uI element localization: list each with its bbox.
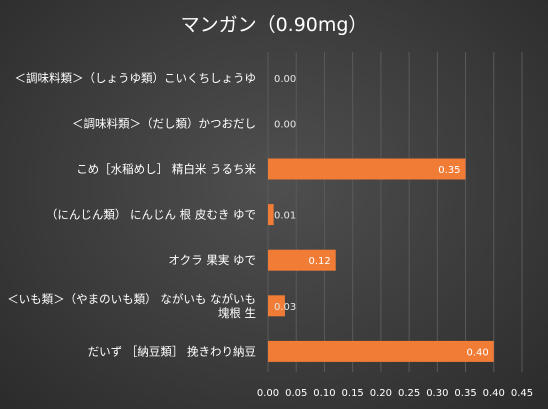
x-tick-label: 0.15	[342, 388, 364, 399]
x-tick-label: 0.20	[370, 388, 392, 399]
data-label: 0.00	[274, 119, 296, 130]
data-label: 0.03	[274, 302, 296, 313]
bar	[268, 158, 466, 180]
bar	[268, 204, 274, 226]
x-tick-label: 0.00	[257, 388, 279, 399]
x-tick-label: 0.40	[483, 388, 505, 399]
bars: 0.00 0.00 0.35 0.01 0.12 0.03 0.40	[268, 74, 494, 362]
x-tick-label: 0.10	[313, 388, 335, 399]
data-label: 0.00	[274, 74, 296, 85]
bar	[268, 340, 494, 362]
data-label: 0.35	[438, 165, 460, 176]
x-tick-label: 0.25	[398, 388, 420, 399]
category-labels: ＜調味料類＞（しょうゆ類）こいくちしょうゆ ＜調味料類＞（だし類）かつおだしこめ［…	[7, 71, 256, 359]
x-axis-ticks: 0.00 0.05 0.10 0.15 0.20 0.25 0.30 0.35 0.40 0.45	[257, 388, 533, 399]
gridlines	[267, 52, 523, 372]
x-tick-label: 0.35	[454, 388, 476, 399]
x-tick-label: 0.45	[511, 388, 533, 399]
category-label: ＜いも類＞（やまのいも類） ながいも ながいも	[7, 292, 256, 306]
data-label: 0.40	[467, 347, 489, 358]
category-label: だいず ［納豆類］ 挽きわり納豆	[88, 344, 256, 358]
bar	[268, 249, 336, 271]
chart-title: マンガン（0.90mg）	[181, 14, 368, 36]
data-label: 0.01	[274, 211, 296, 222]
category-label: 塊根 生	[218, 306, 256, 320]
bar	[268, 295, 285, 317]
category-label: オクラ 果実 ゆで	[168, 253, 256, 267]
data-label: 0.12	[308, 256, 330, 267]
category-label: こめ［水稲めし］ 精白米 うるち米	[76, 162, 256, 176]
x-tick-label: 0.05	[285, 388, 307, 399]
category-label: ＜調味料類＞（だし類）かつおだし	[72, 116, 256, 130]
category-label: ＜調味料類＞（しょうゆ類）こいくちしょうゆ	[15, 71, 257, 85]
x-tick-label: 0.30	[426, 388, 448, 399]
category-label: （にんじん類） にんじん 根 皮むき ゆで	[46, 208, 256, 222]
